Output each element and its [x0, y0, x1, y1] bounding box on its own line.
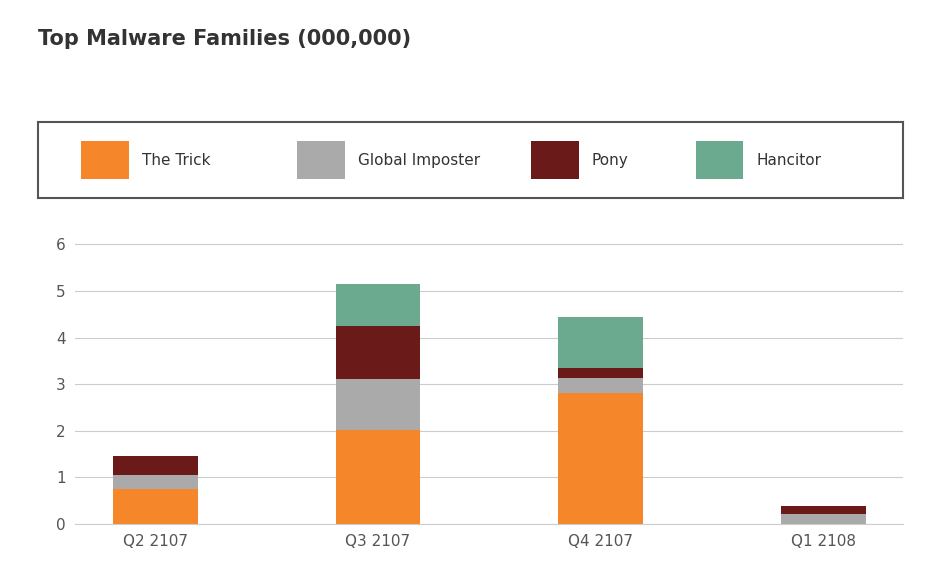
- Bar: [336, 327, 421, 378]
- Text: The Trick: The Trick: [141, 152, 210, 168]
- Text: Top Malware Families (000,000): Top Malware Families (000,000): [38, 29, 411, 49]
- Text: Global Imposter: Global Imposter: [358, 152, 480, 168]
- Bar: [558, 368, 643, 378]
- Bar: [781, 506, 866, 514]
- FancyBboxPatch shape: [297, 141, 345, 179]
- Bar: [558, 378, 643, 392]
- Bar: [336, 430, 421, 524]
- FancyBboxPatch shape: [695, 141, 743, 179]
- Bar: [113, 475, 198, 489]
- Text: Hancitor: Hancitor: [757, 152, 821, 168]
- FancyBboxPatch shape: [531, 141, 579, 179]
- Bar: [336, 283, 421, 327]
- Bar: [781, 514, 866, 524]
- Bar: [113, 489, 198, 524]
- Bar: [558, 392, 643, 524]
- Bar: [558, 317, 643, 368]
- Text: Pony: Pony: [592, 152, 629, 168]
- Bar: [336, 378, 421, 430]
- FancyBboxPatch shape: [81, 141, 129, 179]
- Bar: [113, 456, 198, 475]
